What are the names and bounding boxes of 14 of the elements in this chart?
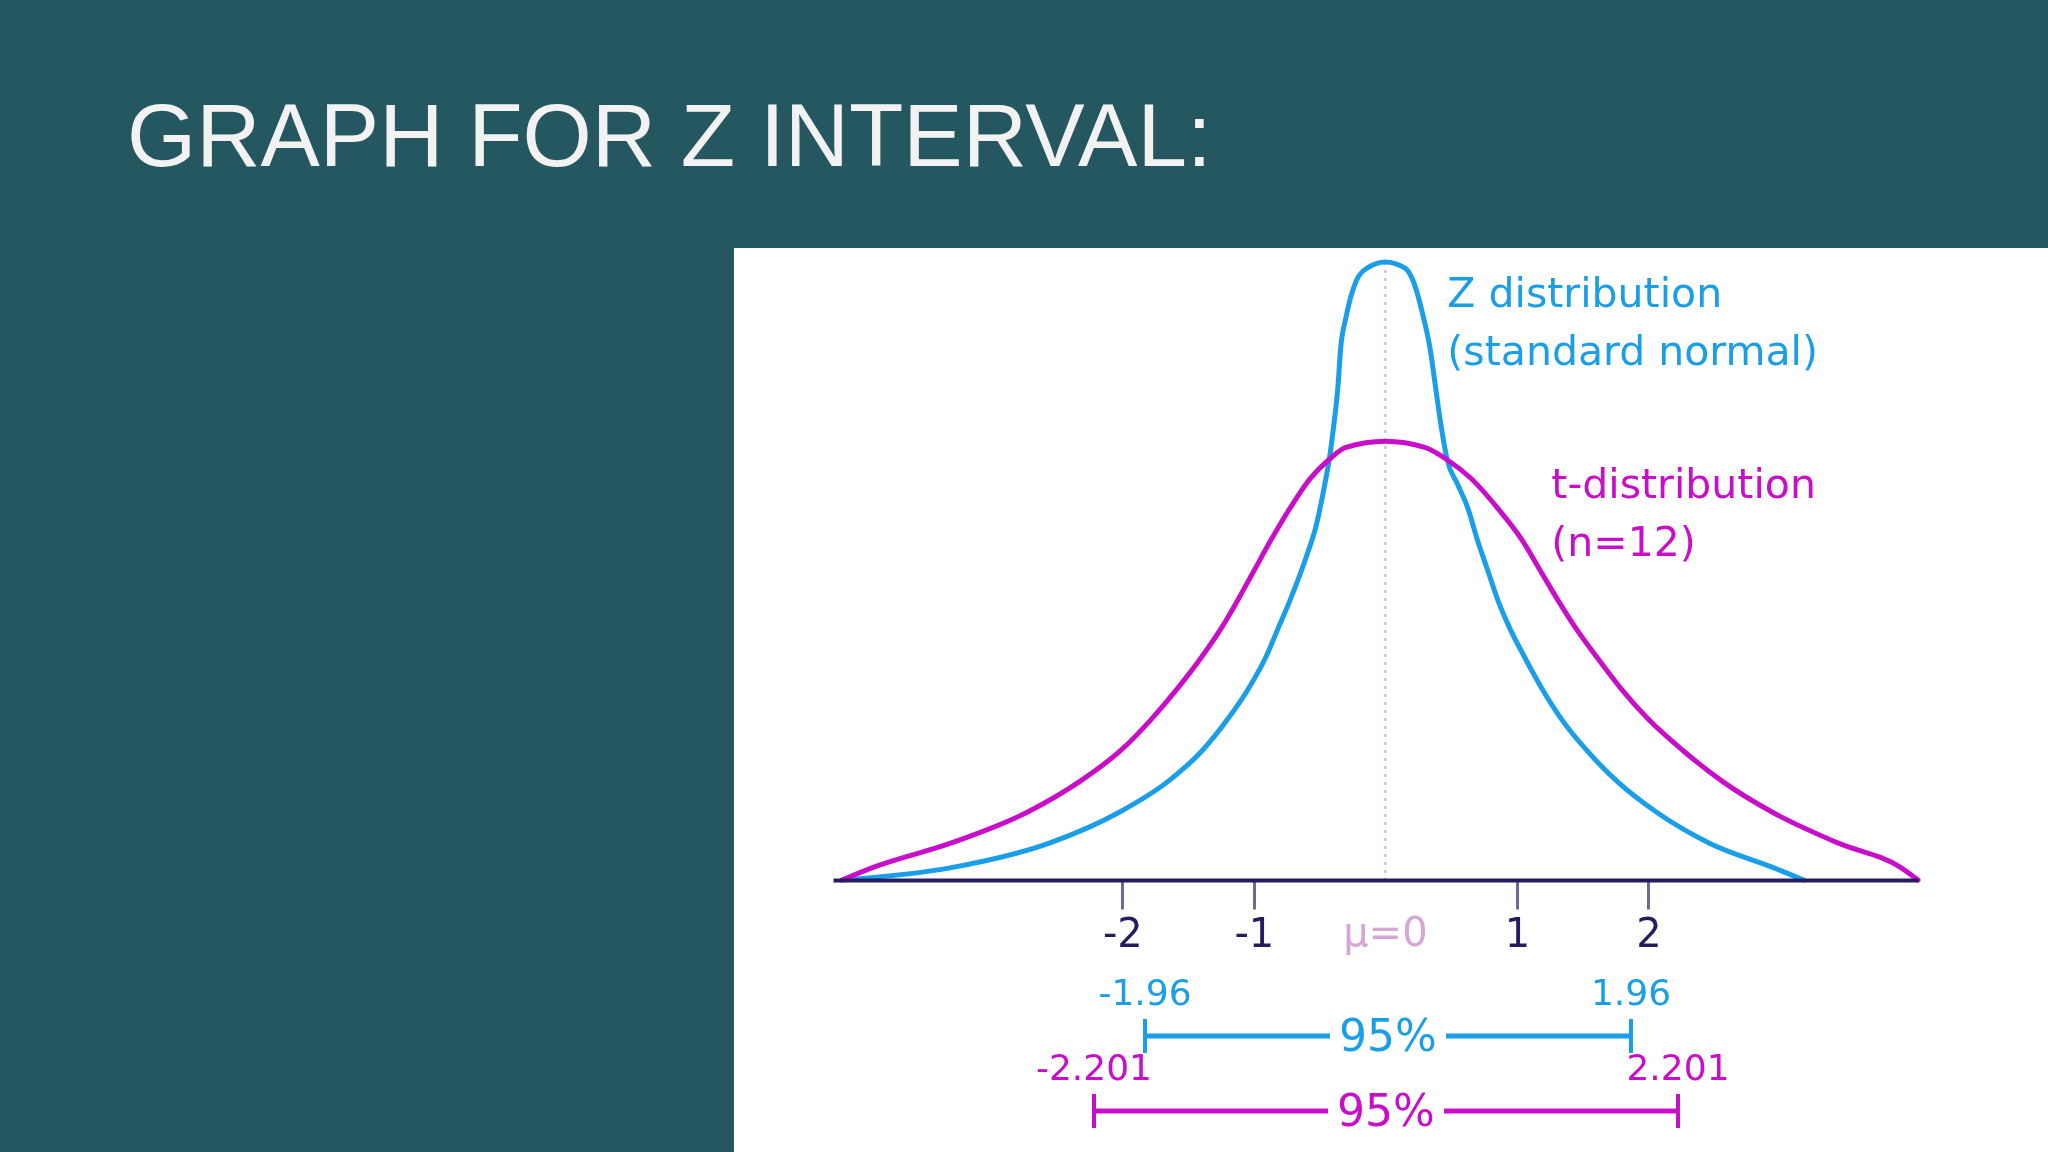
x-tick-label: -2 <box>1102 909 1143 956</box>
text: -1.96 <box>1098 972 1192 1013</box>
text: 95% <box>1337 1085 1435 1136</box>
x-tick-label: -1 <box>1234 909 1275 956</box>
chart-title: GRAPH FOR Z INTERVAL: <box>127 85 1212 185</box>
x-tick-label: 1 <box>1504 909 1531 956</box>
ref-line-label: μ=0 <box>1343 909 1428 955</box>
text: -2.201 <box>1035 1047 1153 1088</box>
series-label: Z distribution (standard normal) <box>1447 269 1818 375</box>
text: 2.201 <box>1626 1047 1730 1088</box>
series-label: t-distribution (n=12) <box>1551 460 1816 567</box>
text: 95% <box>1339 1010 1437 1061</box>
text: 1.96 <box>1590 972 1672 1013</box>
x-tick-label: 2 <box>1636 909 1662 956</box>
